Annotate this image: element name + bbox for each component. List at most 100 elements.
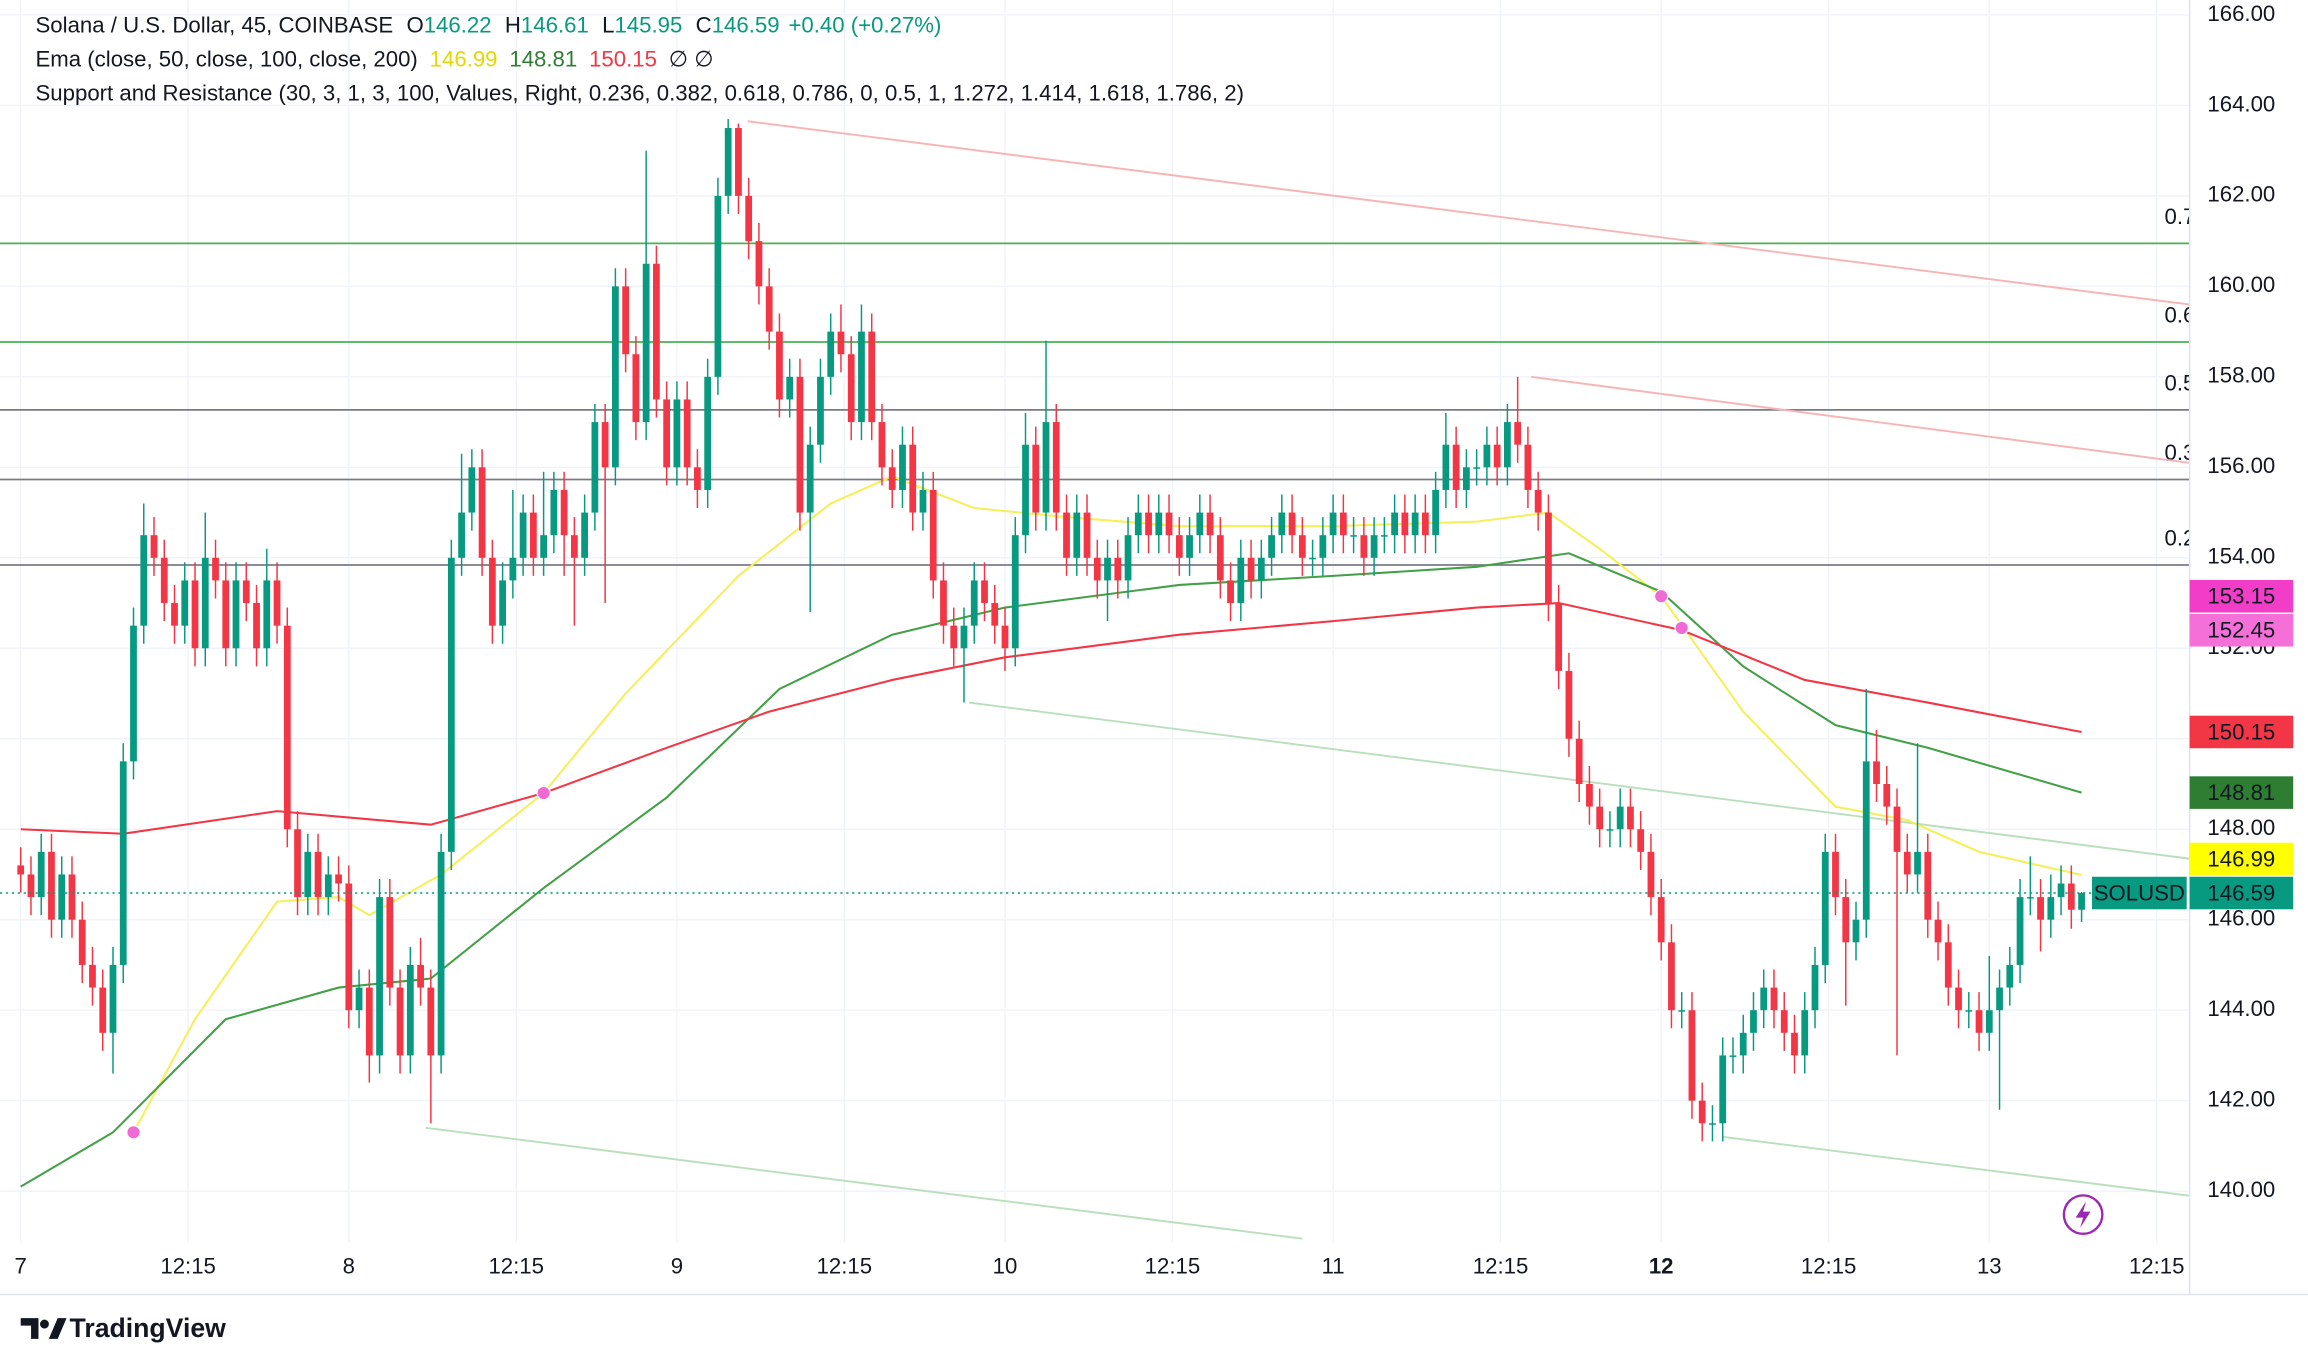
candle-body	[888, 467, 896, 490]
candle-body	[1627, 806, 1634, 830]
candle-body	[960, 625, 968, 649]
candle-body	[78, 919, 86, 965]
candle-body	[1360, 535, 1368, 558]
candle-body	[1688, 1010, 1696, 1101]
candle-body	[2067, 883, 2075, 910]
candle-body	[1739, 1032, 1747, 1056]
x-tick-label: 12:15	[2129, 1254, 2185, 1279]
candle-body	[1647, 851, 1655, 898]
lightning-icon[interactable]	[2062, 1194, 2104, 1236]
candle-body	[499, 580, 506, 626]
change: +0.40 (+0.27%)	[788, 12, 941, 37]
candle-body	[324, 874, 332, 898]
candle-body	[1565, 670, 1573, 739]
candle-body	[663, 399, 671, 468]
candle-body	[704, 376, 712, 490]
candle-body	[1719, 1055, 1727, 1124]
ohlc-value: 146.22	[424, 12, 492, 37]
price-badge-label: 152.45	[2207, 618, 2275, 643]
candle-body	[1770, 987, 1778, 1011]
candle-body	[437, 851, 445, 1056]
candle-body	[735, 128, 742, 196]
candle-body	[1339, 512, 1347, 536]
candle-body	[950, 625, 958, 649]
candle-body	[919, 489, 927, 513]
candle-body	[232, 580, 240, 649]
candle-body	[37, 851, 45, 898]
candle-body	[1791, 1032, 1798, 1056]
candle-body	[858, 331, 865, 423]
candle-body	[345, 883, 353, 1011]
price-badge-label: 146.99	[2207, 846, 2275, 871]
x-tick-label: 10	[993, 1254, 1018, 1279]
candle-body	[1186, 535, 1193, 558]
x-tick-label: 12:15	[488, 1254, 544, 1279]
ohlc-value: 145.95	[614, 12, 682, 37]
candle-body	[1780, 1010, 1788, 1033]
price-badge	[2189, 842, 2294, 876]
candle-body	[786, 376, 794, 400]
candle-body	[242, 580, 250, 604]
candle-body	[1022, 444, 1029, 536]
x-tick-label: 7	[15, 1254, 27, 1279]
candle-body	[796, 376, 804, 513]
candle-body	[1862, 761, 1870, 920]
candle-body	[868, 331, 876, 423]
candle-body	[714, 195, 722, 377]
candle-body	[909, 444, 917, 513]
y-tick-label: 154.00	[2207, 544, 2275, 569]
candle-body	[1298, 535, 1306, 558]
candle-body	[991, 603, 999, 626]
candle-body	[181, 580, 189, 626]
candle-body	[1678, 1010, 1686, 1012]
level-label: 0.236	[2164, 526, 2220, 551]
candle-body	[1052, 422, 1060, 513]
candle-body	[519, 512, 527, 558]
candle-body	[109, 964, 117, 1033]
candle-body	[817, 376, 824, 445]
ohlc-key: L	[602, 12, 614, 37]
y-tick-label: 158.00	[2207, 363, 2275, 388]
candle-body	[130, 625, 137, 762]
candle-body	[396, 987, 404, 1056]
candle-body	[488, 557, 496, 626]
candle-body	[970, 580, 978, 626]
candle-body	[201, 557, 209, 649]
candle-body	[570, 535, 578, 558]
candle-body	[847, 354, 855, 423]
y-tick-label: 160.00	[2207, 272, 2275, 297]
brand-mark[interactable]	[20, 1318, 67, 1339]
y-tick-label: 140.00	[2207, 1177, 2275, 1202]
candle-body	[601, 422, 609, 468]
plot-area: 0.7860.6180.50.3820.236	[0, 118, 2220, 1240]
candle-body	[765, 286, 773, 332]
icon-bolt[interactable]	[2075, 1201, 2091, 1228]
candle-body	[1391, 512, 1399, 536]
candle-body	[2078, 893, 2085, 910]
candle-body	[17, 865, 25, 875]
ohlc-key: H	[505, 12, 521, 37]
candle-body	[2057, 883, 2065, 898]
candle-body	[1483, 444, 1491, 468]
candle-body	[365, 987, 373, 1056]
brand-name[interactable]: TradingView	[70, 1313, 227, 1343]
candle-body	[406, 964, 414, 1056]
candle-body	[1965, 1010, 1973, 1012]
candle-body	[191, 580, 199, 649]
candle-body	[1216, 535, 1224, 581]
candle-body	[1380, 535, 1388, 537]
indicator-title: Ema (close, 50, close, 100, close, 200)	[36, 47, 418, 72]
candle-body	[683, 399, 691, 468]
trendline	[425, 1126, 1303, 1240]
candle-body	[150, 535, 158, 558]
candle-body	[806, 444, 814, 513]
candle-body	[458, 512, 465, 558]
brand-logo[interactable]: TradingView	[20, 1313, 227, 1343]
candle-body	[1852, 919, 1860, 943]
candle-body	[1421, 512, 1429, 536]
ema-line	[132, 475, 2082, 1133]
x-tick-label: 12:15	[1801, 1254, 1857, 1279]
candle-body	[160, 557, 168, 604]
candle-body	[1432, 489, 1440, 536]
candle-body	[1442, 444, 1450, 490]
